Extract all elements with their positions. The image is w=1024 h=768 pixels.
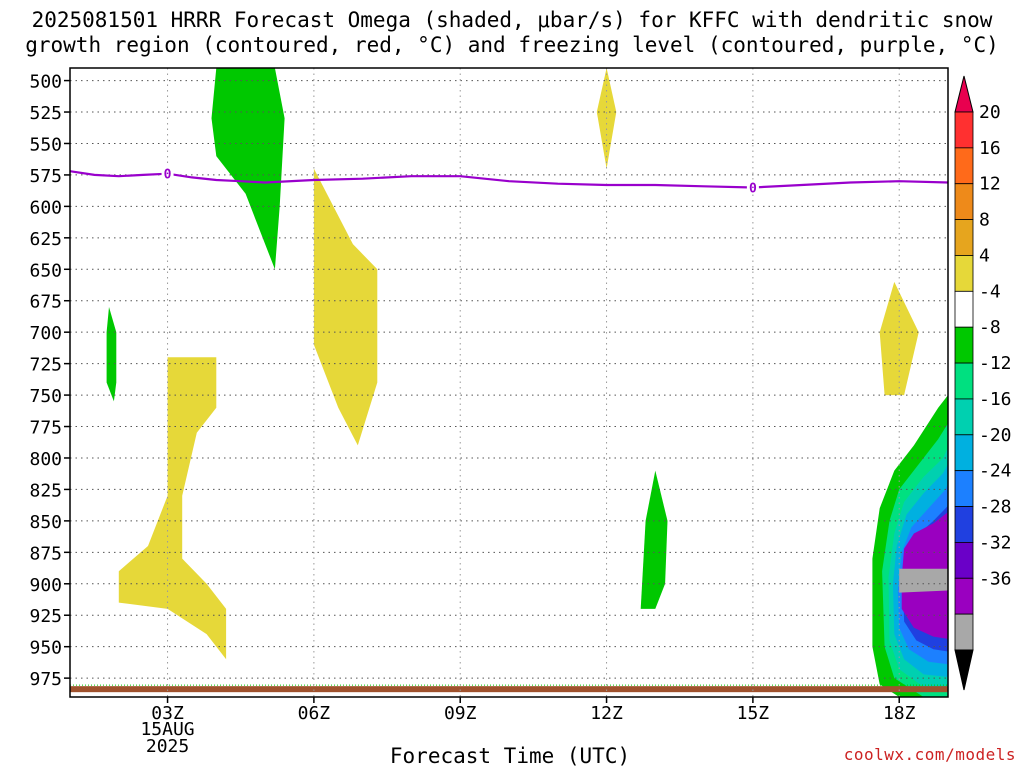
plot-frame <box>69 67 949 698</box>
colorbar-swatch-3 <box>954 183 974 221</box>
colorbar-swatch-15 <box>954 613 974 651</box>
colorbar-label-1: 16 <box>979 138 1001 159</box>
colorbar-swatch-13 <box>954 542 974 579</box>
colorbar-label-4: 4 <box>979 245 990 266</box>
x-tick-label-15Z: 15Z <box>737 703 770 724</box>
y-tick-label-750: 750 <box>29 386 62 407</box>
omega-region-3 <box>640 470 668 609</box>
y-tick-label-525: 525 <box>29 103 62 124</box>
chart-title-line-2: growth region (contoured, red, °C) and f… <box>25 33 999 57</box>
colorbar-label-8: -16 <box>979 389 1012 410</box>
plot-area <box>70 68 948 697</box>
colorbar-swatch-8 <box>954 362 974 400</box>
colorbar-swatch-1 <box>954 111 974 149</box>
x-axis-label: Forecast Time (UTC) <box>389 744 631 768</box>
colorbar-swatch-12 <box>954 506 974 543</box>
colorbar-swatch-4 <box>954 219 974 256</box>
freezing-level-contour <box>69 170 949 189</box>
y-tick-label-600: 600 <box>29 197 62 218</box>
omega-region-6 <box>118 357 227 660</box>
colorbar-label-6: -8 <box>979 317 1001 338</box>
colorbar-swatch-6 <box>954 290 974 328</box>
colorbar-swatch-5 <box>954 255 974 292</box>
y-tick-label-650: 650 <box>29 260 62 281</box>
colorbar-label-0: 20 <box>979 102 1001 123</box>
y-tick-label-575: 575 <box>29 166 62 187</box>
y-tick-label-625: 625 <box>29 229 62 250</box>
colorbar-label-7: -12 <box>979 353 1012 374</box>
x-tick-label-03Z: 03Z <box>151 703 184 724</box>
y-tick-label-875: 875 <box>29 543 62 564</box>
freezing-level-label-1: 0 <box>164 168 172 183</box>
y-tick-label-675: 675 <box>29 292 62 313</box>
x-tick-year: 2025 <box>146 736 189 757</box>
y-tick-label-925: 925 <box>29 606 62 627</box>
x-tick-label-09Z: 09Z <box>444 703 477 724</box>
chart-title-line-1: 2025081501 HRRR Forecast Omega (shaded, … <box>31 8 993 32</box>
colorbar-swatch-2 <box>954 147 974 185</box>
y-tick-label-800: 800 <box>29 449 62 470</box>
y-tick-label-550: 550 <box>29 134 62 155</box>
colorbar-label-13: -36 <box>979 568 1012 589</box>
omega-region-1 <box>211 68 285 270</box>
colorbar-label-10: -24 <box>979 461 1012 482</box>
colorbar-top-arrow <box>954 75 974 113</box>
y-tick-label-725: 725 <box>29 355 62 376</box>
colorbar-bottom-arrow <box>954 649 974 691</box>
surface-band <box>70 686 948 693</box>
colorbar-label-11: -28 <box>979 497 1012 518</box>
strong-ascent-region <box>872 395 948 697</box>
site-credit[interactable]: coolwx.com/models <box>843 745 1016 764</box>
chart-title: 2025081501 HRRR Forecast Omega (shaded, … <box>0 8 1024 58</box>
y-tick-label-850: 850 <box>29 512 62 533</box>
y-tick-label-900: 900 <box>29 575 62 596</box>
colorbar-swatch-11 <box>954 470 974 507</box>
y-tick-label-500: 500 <box>29 72 62 93</box>
y-tick-label-950: 950 <box>29 638 62 659</box>
x-tick-date: 15AUG <box>140 719 194 740</box>
colorbar-label-9: -20 <box>979 425 1012 446</box>
y-tick-label-700: 700 <box>29 323 62 344</box>
x-tick-label-12Z: 12Z <box>590 703 623 724</box>
y-tick-label-975: 975 <box>29 669 62 690</box>
freezing-level-label-2: 0 <box>749 182 757 197</box>
colorbar-swatch-14 <box>954 577 974 615</box>
colorbar-swatch-7 <box>954 326 974 364</box>
colorbar-label-12: -32 <box>979 532 1012 553</box>
ascent-layer-8 <box>899 568 948 593</box>
colorbar-label-2: 12 <box>979 174 1001 195</box>
colorbar-swatch-10 <box>954 434 974 472</box>
y-tick-label-775: 775 <box>29 418 62 439</box>
colorbar-label-3: 8 <box>979 210 990 231</box>
colorbar-swatch-9 <box>954 398 974 436</box>
x-tick-label-18Z: 18Z <box>883 703 916 724</box>
omega-region-2 <box>106 307 117 402</box>
x-tick-label-06Z: 06Z <box>298 703 331 724</box>
y-tick-label-825: 825 <box>29 480 62 501</box>
colorbar-label-5: -4 <box>979 281 1001 302</box>
